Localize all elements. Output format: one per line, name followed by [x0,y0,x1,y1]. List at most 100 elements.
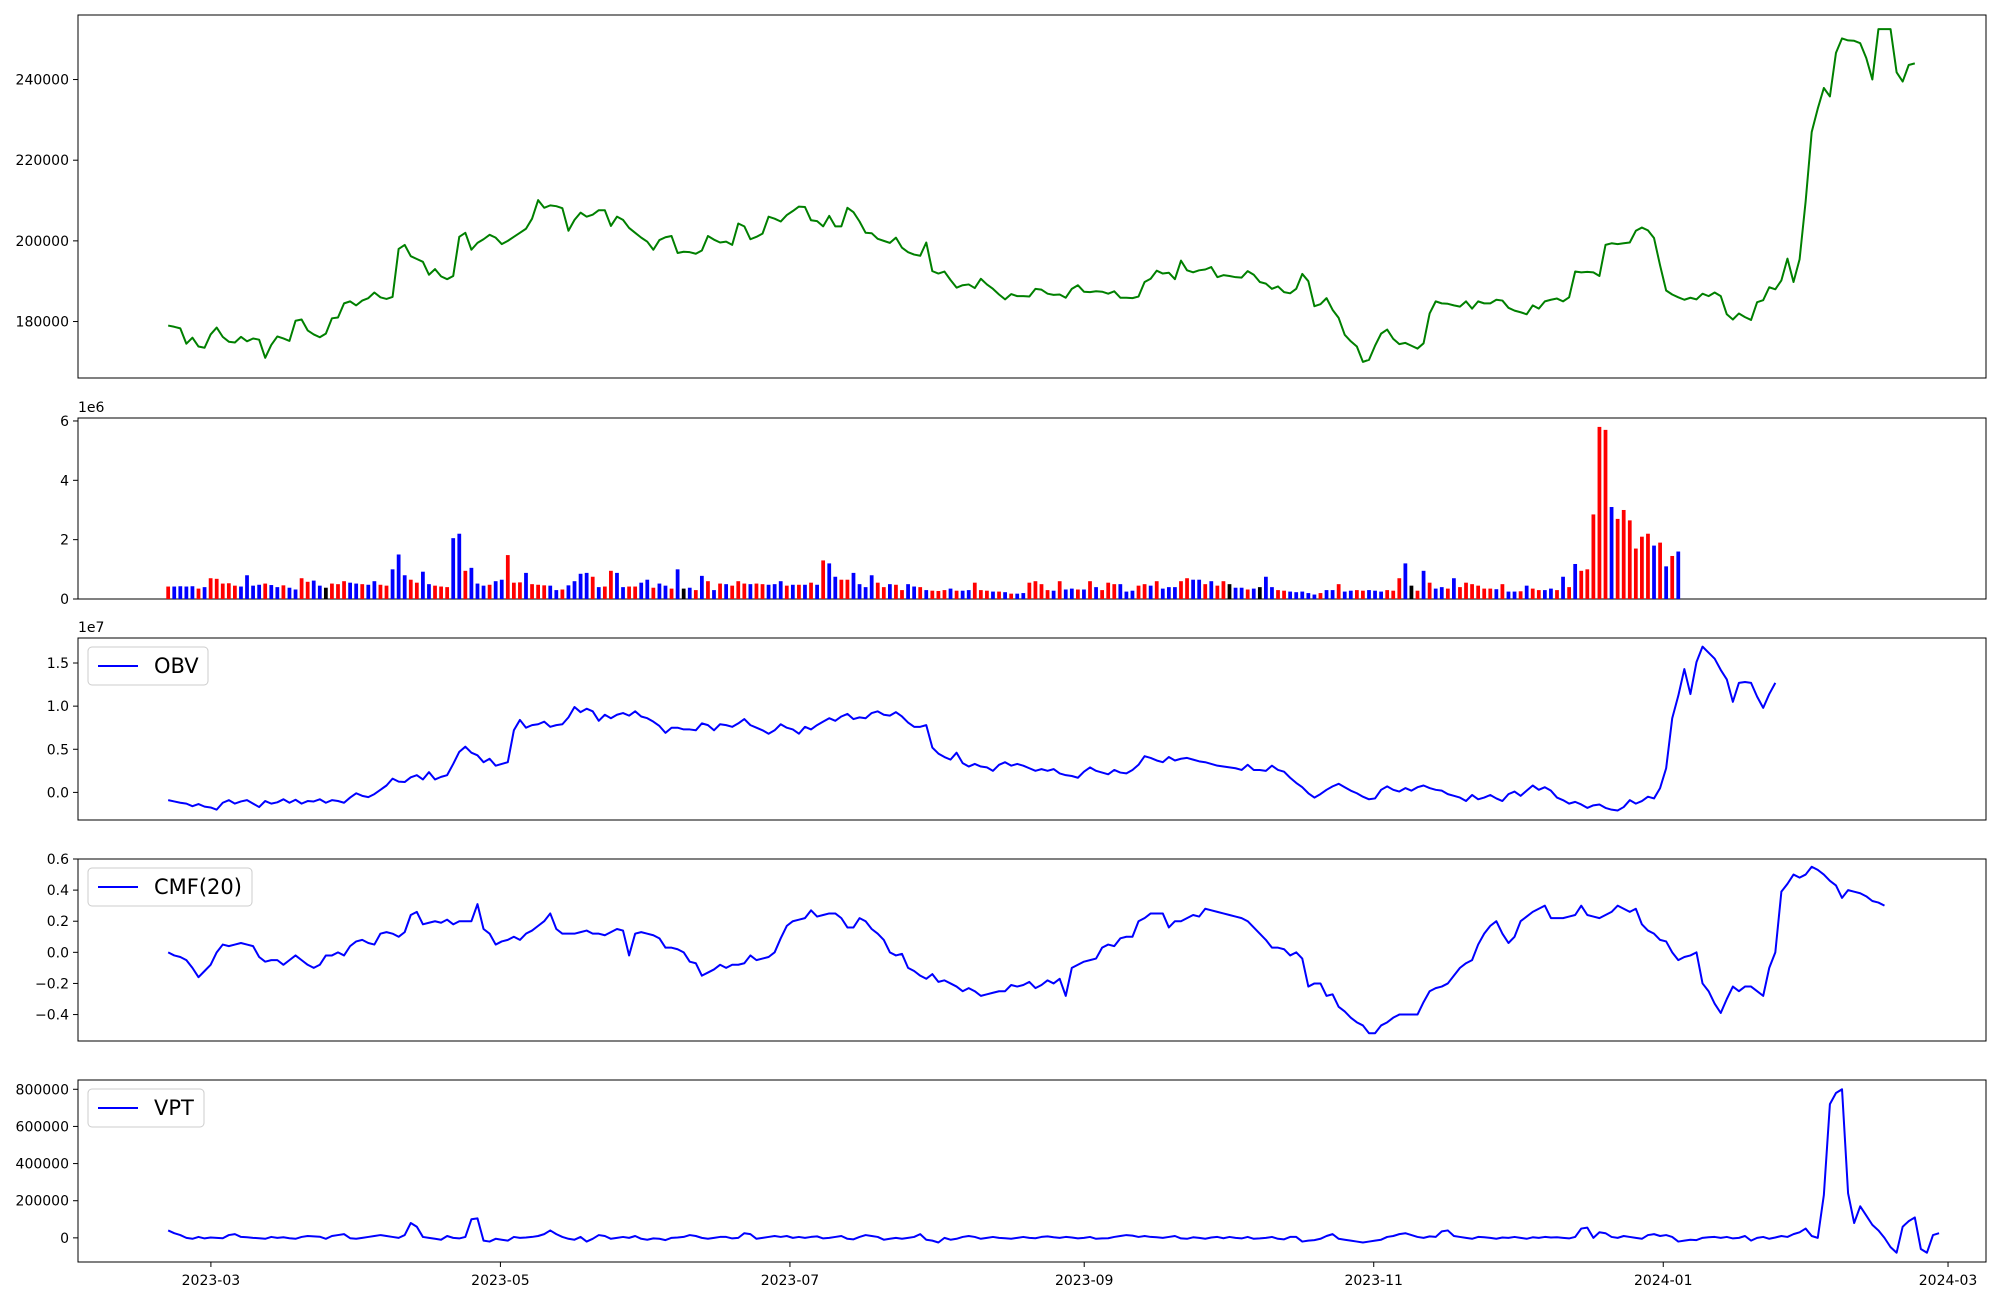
volume-bar [1379,591,1383,599]
volume-bar [1348,590,1353,599]
cmf-legend-box [87,867,253,907]
volume-bar [615,572,619,599]
cmf-ytick-label: −0.2 [35,976,69,992]
volume-bar [1021,593,1026,599]
volume-bar [1239,587,1244,599]
volume-bar [730,585,735,599]
volume-bar [269,585,274,599]
cmf-ytick-label: 0.2 [47,914,69,930]
volume-bar [936,590,941,599]
volume-bar [712,590,716,599]
volume-bar [706,581,710,599]
volume-bar [299,578,304,599]
volume-plot-frame [77,417,1987,600]
vpt-ytick-label: 800000 [16,1082,69,1098]
volume-bar [839,579,844,599]
volume-bar [718,583,722,599]
cmf-legend-label: CMF(20) [154,875,242,899]
obv-legend-label: OBV [154,654,199,678]
volume-bar [1203,584,1208,599]
volume-bar [972,582,977,599]
volume-bar [1494,589,1499,599]
volume-bar [1609,507,1614,599]
obv-legend: OBV [87,646,209,686]
volume-ytick-label: 2 [60,533,69,549]
volume-bar [1373,590,1377,599]
volume-bar [1015,593,1020,599]
volume-bar [196,588,201,599]
volume-bar [1191,579,1195,599]
volume-bar [1215,585,1220,599]
volume-bar [1415,590,1420,599]
volume-bar [1160,588,1165,599]
volume-bar [693,590,698,599]
volume-bar [1209,581,1214,599]
volume-bar [1579,570,1584,599]
volume-bar [966,590,971,599]
price-panel: 180000 200000 220000 240000 [16,14,1987,379]
volume-bar [572,581,577,599]
volume-bar [772,584,777,599]
volume-bar [263,583,268,599]
volume-bar [1670,555,1675,599]
volume-bar [784,585,789,599]
volume-bar [1270,587,1274,599]
volume-bar [590,576,595,599]
date-tick-label: 2023-09 [1055,1273,1114,1289]
volume-bar [699,575,704,599]
volume-bar [511,582,516,599]
volume-bar [1124,591,1129,599]
volume-bar [651,587,656,599]
volume-bar [287,587,292,599]
volume-bar [906,584,910,599]
date-tick-label: 2024-01 [1634,1273,1693,1289]
volume-bar [554,590,559,599]
volume-bar [857,584,862,599]
volume-bar [875,582,880,599]
volume-bar [1076,589,1080,599]
volume-bar [1082,589,1086,599]
volume-bar [766,584,771,599]
volume-bar [748,584,753,599]
volume-bar [639,582,644,599]
volume-bar [1276,590,1280,599]
volume-bar [530,584,534,599]
volume-bar [275,587,280,599]
volume-bar [305,581,310,599]
volume-bar [226,583,231,599]
volume-bar [251,585,255,599]
volume-bar [323,587,328,599]
volume-bar [1312,594,1317,599]
volume-bar [1294,592,1299,599]
volume-bar [366,584,371,599]
volume-bar [1300,591,1305,599]
volume-bar [1658,542,1662,599]
volume-bar [1330,590,1335,599]
volume-bar [1427,582,1432,599]
volume-bar [1458,587,1462,599]
obv-ytick-label: 1.0 [47,699,69,715]
volume-bar [1488,588,1493,599]
volume-bar [481,585,486,599]
obv-y-axis: 0.0 0.5 1.0 1.5 [47,656,78,801]
volume-bar [257,584,262,599]
volume-bar [524,572,528,599]
volume-bar [1421,570,1426,599]
volume-bar [912,586,917,599]
volume-offset-label: 1e6 [78,400,105,416]
volume-bar [1445,588,1450,599]
obv-offset-label: 1e7 [78,620,104,636]
volume-bar [657,583,662,599]
volume-bar [736,581,741,599]
volume-bar [475,583,480,599]
volume-bar [1549,588,1553,599]
volume-bar [245,575,249,599]
volume-bar [1409,585,1414,599]
vpt-legend: VPT [87,1088,205,1128]
volume-bar [469,567,474,599]
volume-bar [1106,582,1111,599]
volume-ytick-label: 0 [60,592,69,608]
volume-bar [1185,578,1189,599]
cmf-ytick-label: 0.6 [47,852,69,868]
volume-bar [1403,563,1408,599]
